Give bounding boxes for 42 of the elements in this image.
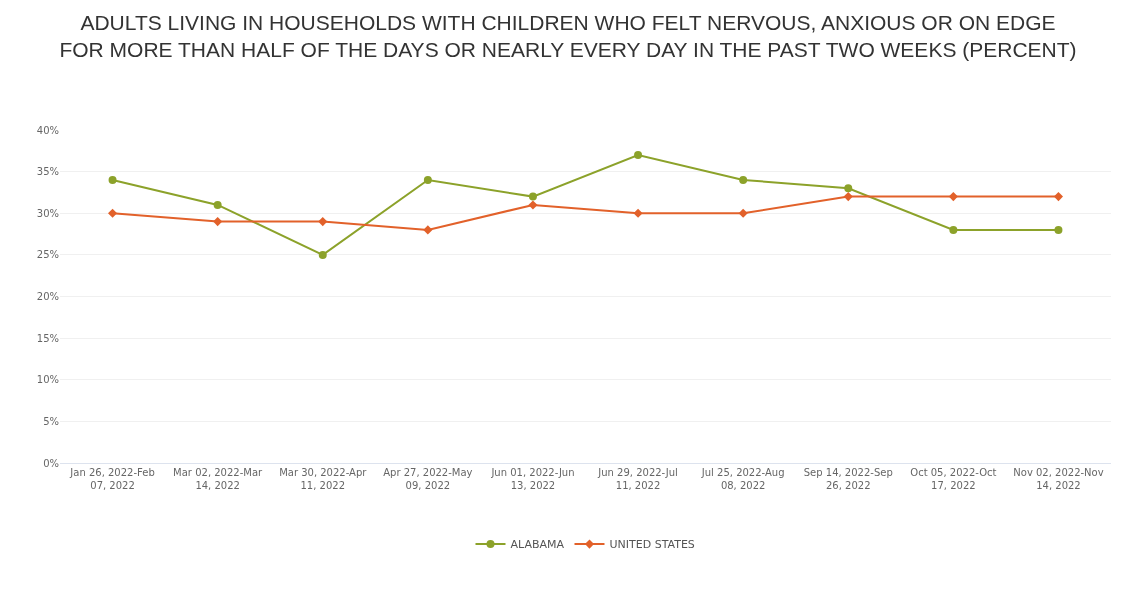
point [949,225,958,234]
point [843,192,853,202]
legend-label: UNITED STATES [609,538,695,552]
point [948,192,958,202]
x-tick-label: Mar 30, 2022-Apr 11, 2022 [279,467,368,491]
point [528,192,537,201]
x-tick-label: Jun 01, 2022-Jun 13, 2022 [490,467,575,491]
x-tick-label: Nov 02, 2022-Nov 14, 2022 [1013,467,1104,491]
y-tick-label: 10% [36,374,59,386]
y-tick-label: 5% [43,415,59,427]
point [318,250,327,259]
point [1054,225,1063,234]
x-tick-label: Jul 25, 2022-Aug 08, 2022 [700,467,785,491]
point [634,150,643,159]
y-tick-label: 20% [36,291,59,302]
y-tick-label: 25% [36,249,59,261]
y-tick-label: 35% [36,166,59,178]
point [213,217,223,227]
x-tick-label: Jun 29, 2022-Jul 11, 2022 [597,467,678,491]
x-tick-label: Apr 27, 2022-May 09, 2022 [383,467,473,491]
point [633,208,643,218]
chart-title: ADULTS LIVING IN HOUSEHOLDS WITH CHILDREN WHO FELT NERVOUS, ANXIOUS OR ON EDGE FOR MORE THAN HALF OF THE DAYS OR NEARLY EVERY DAY IN THE PAST TWO WEEKS (PERCENT) [59,10,1077,61]
point [423,225,433,235]
x-tick-label: Oct 05, 2022-Oct 17, 2022 [910,467,997,491]
point [1053,192,1063,202]
y-tick-label: 15% [36,332,59,344]
x-tick-label: Mar 02, 2022-Mar 14, 2022 [173,467,264,491]
point [108,175,117,184]
point [844,184,853,193]
x-tick-label: Sep 14, 2022-Sep 26, 2022 [803,467,893,491]
point [108,208,118,218]
y-tick-label: 0% [43,457,59,469]
point [738,208,748,218]
y-tick-label: 30% [36,207,59,219]
point [213,200,222,209]
x-tick-label: Jan 26, 2022-Feb 07, 2022 [69,467,155,491]
legend-label: ALABAMA [510,538,565,552]
point [528,200,538,210]
y-tick-label: 40% [36,124,59,136]
point [739,175,748,184]
point [318,217,328,227]
point [423,175,432,184]
